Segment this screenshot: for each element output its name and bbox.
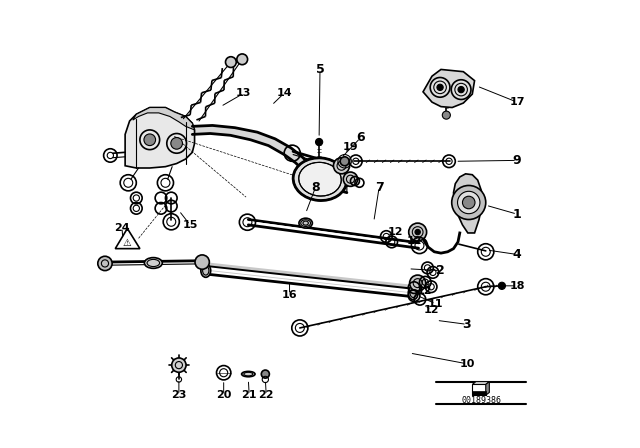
- Text: 18: 18: [509, 281, 525, 291]
- Text: 14: 14: [276, 88, 292, 98]
- Text: 16: 16: [282, 290, 298, 300]
- Circle shape: [442, 111, 451, 119]
- Text: 4: 4: [513, 248, 522, 261]
- Text: 12: 12: [423, 305, 439, 315]
- Circle shape: [144, 134, 156, 146]
- Text: 11: 11: [428, 299, 444, 309]
- Text: 13: 13: [236, 88, 252, 98]
- Text: 19: 19: [342, 142, 358, 152]
- Circle shape: [437, 84, 444, 90]
- Text: 9: 9: [513, 154, 522, 167]
- Polygon shape: [472, 384, 486, 395]
- Circle shape: [463, 196, 475, 209]
- Text: 12: 12: [387, 227, 403, 237]
- Text: 20: 20: [216, 390, 232, 400]
- Circle shape: [195, 255, 209, 269]
- Circle shape: [430, 78, 450, 97]
- Text: 1: 1: [513, 207, 522, 221]
- Circle shape: [98, 256, 112, 271]
- Text: 17: 17: [509, 97, 525, 107]
- Text: 12: 12: [406, 236, 422, 246]
- Polygon shape: [454, 174, 482, 233]
- Circle shape: [333, 158, 349, 174]
- Polygon shape: [486, 382, 490, 395]
- Circle shape: [452, 185, 486, 220]
- Polygon shape: [472, 382, 490, 384]
- Ellipse shape: [242, 371, 255, 377]
- Text: 22: 22: [259, 390, 274, 400]
- Text: 15: 15: [182, 220, 198, 230]
- Text: 8: 8: [311, 181, 320, 194]
- Ellipse shape: [201, 264, 211, 277]
- Circle shape: [172, 358, 186, 372]
- Text: 6: 6: [356, 131, 365, 145]
- Text: 7: 7: [375, 181, 383, 194]
- Circle shape: [451, 80, 471, 99]
- Polygon shape: [423, 69, 474, 108]
- Ellipse shape: [145, 258, 163, 268]
- Polygon shape: [472, 391, 486, 395]
- Circle shape: [343, 172, 358, 186]
- Circle shape: [410, 275, 426, 291]
- Text: 23: 23: [171, 390, 187, 400]
- Polygon shape: [192, 125, 347, 193]
- Circle shape: [415, 229, 420, 235]
- Text: 12: 12: [417, 286, 432, 296]
- Circle shape: [409, 223, 427, 241]
- Ellipse shape: [299, 162, 341, 196]
- Circle shape: [340, 157, 349, 166]
- Circle shape: [237, 54, 248, 65]
- Circle shape: [458, 191, 480, 214]
- Text: 2: 2: [436, 264, 444, 277]
- Text: 10: 10: [460, 359, 475, 369]
- Polygon shape: [115, 228, 140, 249]
- Circle shape: [316, 138, 323, 146]
- Polygon shape: [125, 108, 195, 168]
- Text: 3: 3: [463, 318, 471, 331]
- Circle shape: [225, 57, 236, 68]
- Circle shape: [499, 282, 506, 289]
- Ellipse shape: [293, 158, 347, 201]
- Text: 5: 5: [316, 63, 324, 76]
- Ellipse shape: [299, 218, 312, 228]
- Text: ⚠: ⚠: [123, 238, 132, 248]
- Circle shape: [261, 370, 269, 378]
- Circle shape: [458, 86, 464, 93]
- Text: 24: 24: [114, 223, 130, 233]
- Ellipse shape: [408, 286, 418, 300]
- Text: 21: 21: [241, 390, 257, 400]
- Circle shape: [171, 138, 182, 149]
- Polygon shape: [132, 108, 195, 130]
- Text: 00189386: 00189386: [461, 396, 501, 405]
